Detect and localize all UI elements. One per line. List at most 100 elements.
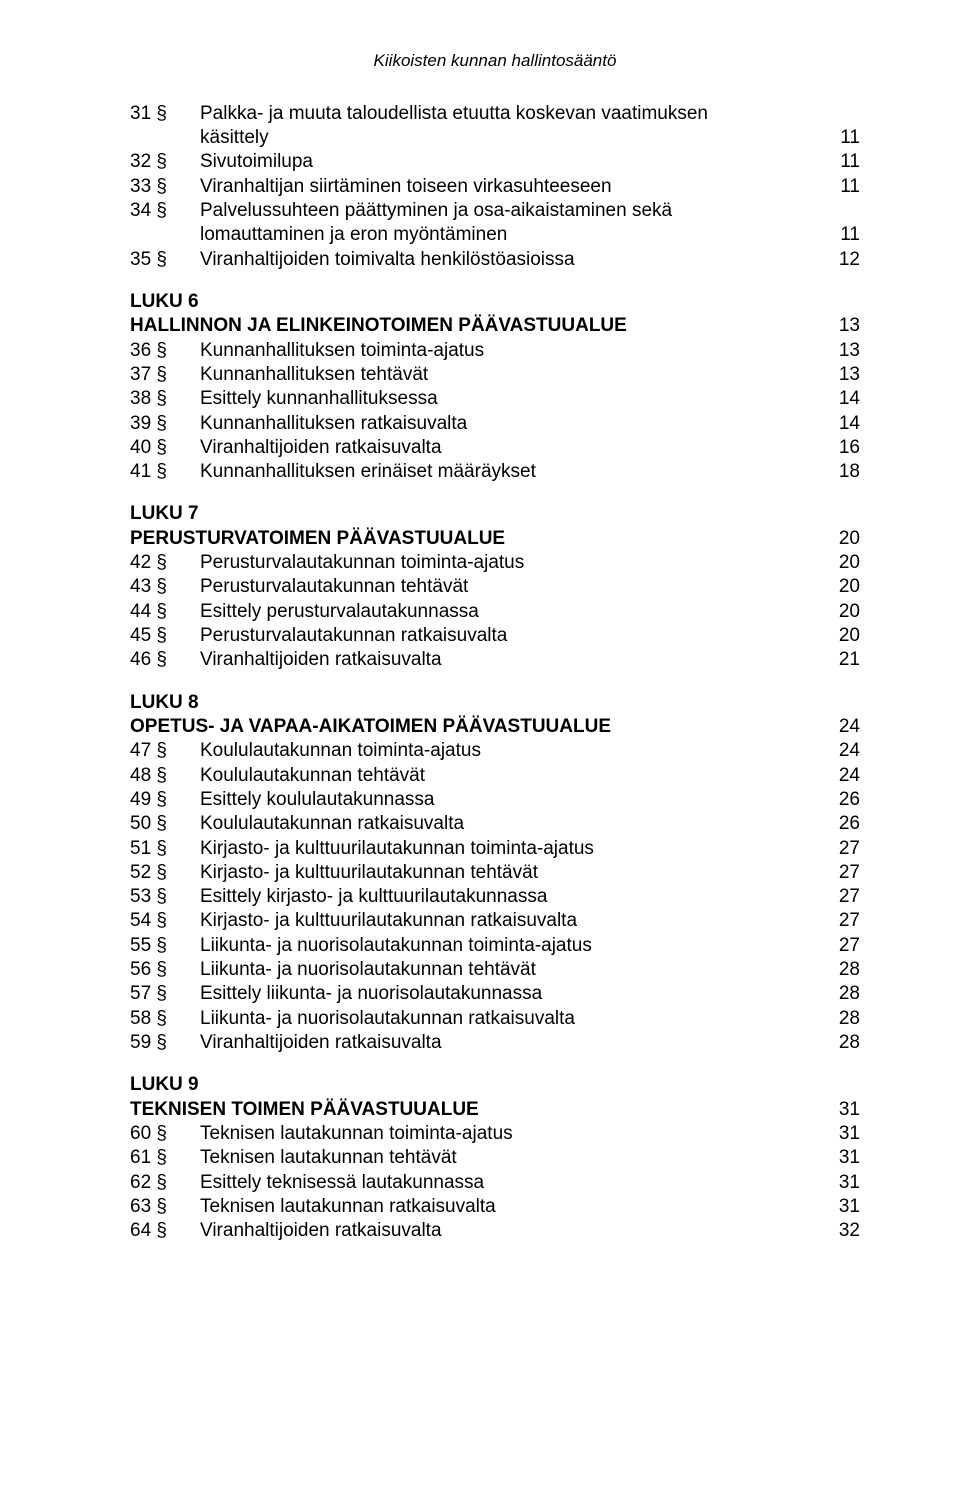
toc-entry-number: 45 § (130, 624, 200, 648)
toc-entry: 42 §Perusturvalautakunnan toiminta-ajatu… (130, 551, 860, 575)
toc-section-title: OPETUS- JA VAPAA-AIKATOIMEN PÄÄVASTUUALU… (130, 715, 820, 739)
toc-entry: 43 §Perusturvalautakunnan tehtävät20 (130, 575, 860, 599)
toc-entry: 39 §Kunnanhallituksen ratkaisuvalta14 (130, 412, 860, 436)
toc-entry-number: 51 § (130, 837, 200, 861)
toc-entry: 51 §Kirjasto- ja kulttuurilautakunnan to… (130, 837, 860, 861)
toc-entry-text: Viranhaltijoiden ratkaisuvalta (200, 648, 820, 672)
toc-section-title-row: PERUSTURVATOIMEN PÄÄVASTUUALUE20 (130, 527, 860, 551)
toc-entry-text: Esittely kirjasto- ja kulttuurilautakunn… (200, 885, 820, 909)
toc-entry-page: 11 (820, 126, 860, 150)
toc-entry-number: 34 § (130, 199, 200, 223)
toc-entry-text: Liikunta- ja nuorisolautakunnan ratkaisu… (200, 1007, 820, 1031)
toc-entry-number: 40 § (130, 436, 200, 460)
toc-entry: 32 §Sivutoimilupa11 (130, 150, 860, 174)
toc-entry-text: Kirjasto- ja kulttuurilautakunnan ratkai… (200, 909, 820, 933)
toc-entry-number: 52 § (130, 861, 200, 885)
toc-entry-number: 33 § (130, 175, 200, 199)
toc-section-title: HALLINNON JA ELINKEINOTOIMEN PÄÄVASTUUAL… (130, 314, 820, 338)
toc-entry-text: Esittely koululautakunnassa (200, 788, 820, 812)
toc-entry: 50 §Koululautakunnan ratkaisuvalta26 (130, 812, 860, 836)
toc-entry: 45 §Perusturvalautakunnan ratkaisuvalta2… (130, 624, 860, 648)
toc-entry: 40 §Viranhaltijoiden ratkaisuvalta16 (130, 436, 860, 460)
toc-entry-number: 43 § (130, 575, 200, 599)
toc-entry-text: Esittely perusturvalautakunnassa (200, 600, 820, 624)
toc-entry-number: 39 § (130, 412, 200, 436)
toc-entry-text: Kunnanhallituksen tehtävät (200, 363, 820, 387)
toc-top-block: 31 §Palkka- ja muuta taloudellista etuut… (130, 102, 860, 272)
toc-entry-page: 26 (820, 788, 860, 812)
toc-entry-text: Kirjasto- ja kulttuurilautakunnan tehtäv… (200, 861, 820, 885)
toc-entry: 49 §Esittely koululautakunnassa26 (130, 788, 860, 812)
toc-entry-text: Perusturvalautakunnan ratkaisuvalta (200, 624, 820, 648)
toc-entry: 60 §Teknisen lautakunnan toiminta-ajatus… (130, 1122, 860, 1146)
toc-entry-page: 20 (820, 575, 860, 599)
toc-entry-number: 60 § (130, 1122, 200, 1146)
toc-entry-number: 55 § (130, 934, 200, 958)
toc-entry-text: Esittely kunnanhallituksessa (200, 387, 820, 411)
toc-entry-page: 18 (820, 460, 860, 484)
toc-entry-page: 16 (820, 436, 860, 460)
toc-entry: 62 §Esittely teknisessä lautakunnassa31 (130, 1171, 860, 1195)
toc-entry: 35 §Viranhaltijoiden toimivalta henkilös… (130, 248, 860, 272)
toc-entry: 38 §Esittely kunnanhallituksessa14 (130, 387, 860, 411)
toc-entry-page: 28 (820, 982, 860, 1006)
toc-entry-page: 28 (820, 1007, 860, 1031)
toc-entry-text: Teknisen lautakunnan ratkaisuvalta (200, 1195, 820, 1219)
toc-entry-number: 36 § (130, 339, 200, 363)
toc-entry-text: lomauttaminen ja eron myöntäminen (200, 223, 820, 247)
toc-entry-text: Liikunta- ja nuorisolautakunnan toiminta… (200, 934, 820, 958)
toc-entry-number: 63 § (130, 1195, 200, 1219)
toc-entry-number: 59 § (130, 1031, 200, 1055)
toc-entry: 31 §Palkka- ja muuta taloudellista etuut… (130, 102, 860, 126)
toc-entry: 48 §Koululautakunnan tehtävät24 (130, 764, 860, 788)
toc-entry-text: Viranhaltijoiden ratkaisuvalta (200, 436, 820, 460)
toc-entry-number: 56 § (130, 958, 200, 982)
toc-entry-number: 53 § (130, 885, 200, 909)
toc-entry-text: Palvelussuhteen päättyminen ja osa-aikai… (200, 199, 820, 223)
toc-entry-page: 32 (820, 1219, 860, 1243)
toc-entry-number: 35 § (130, 248, 200, 272)
toc-entry-number: 47 § (130, 739, 200, 763)
toc-entry: 41 §Kunnanhallituksen erinäiset määräyks… (130, 460, 860, 484)
toc-entry-page: 31 (820, 1171, 860, 1195)
toc-entry-text: Teknisen lautakunnan toiminta-ajatus (200, 1122, 820, 1146)
toc-entry: 52 §Kirjasto- ja kulttuurilautakunnan te… (130, 861, 860, 885)
toc-entry-text: Kunnanhallituksen ratkaisuvalta (200, 412, 820, 436)
toc-entry-page: 27 (820, 837, 860, 861)
toc-entry-number: 54 § (130, 909, 200, 933)
toc-entry-text: Esittely teknisessä lautakunnassa (200, 1171, 820, 1195)
toc-entry-page: 13 (820, 339, 860, 363)
toc-entry: 37 §Kunnanhallituksen tehtävät13 (130, 363, 860, 387)
toc-entry: 36 §Kunnanhallituksen toiminta-ajatus13 (130, 339, 860, 363)
toc-entry-text: Kunnanhallituksen toiminta-ajatus (200, 339, 820, 363)
toc-entry-number: 38 § (130, 387, 200, 411)
toc-entry-text: Viranhaltijoiden toimivalta henkilöstöas… (200, 248, 820, 272)
toc-entry-page: 21 (820, 648, 860, 672)
toc-chapter-label: LUKU 8 (130, 691, 860, 715)
toc-entry-page: 14 (820, 387, 860, 411)
toc-entry-number: 58 § (130, 1007, 200, 1031)
toc-entry-page: 27 (820, 885, 860, 909)
toc-entry: 57 §Esittely liikunta- ja nuorisolautaku… (130, 982, 860, 1006)
toc-entry-number: 62 § (130, 1171, 200, 1195)
toc-entry-number: 61 § (130, 1146, 200, 1170)
toc-entry-number: 42 § (130, 551, 200, 575)
toc-entry-page: 31 (820, 1122, 860, 1146)
toc-entry-page: 11 (820, 175, 860, 199)
toc-entry-text: Viranhaltijoiden ratkaisuvalta (200, 1219, 820, 1243)
toc-section-title-row: TEKNISEN TOIMEN PÄÄVASTUUALUE31 (130, 1098, 860, 1122)
toc-section-page: 20 (820, 527, 860, 551)
toc-entry-page: 11 (820, 150, 860, 174)
toc-entry-number: 32 § (130, 150, 200, 174)
toc-chapter-label: LUKU 7 (130, 502, 860, 526)
toc-entry: 34 §Palvelussuhteen päättyminen ja osa-a… (130, 199, 860, 223)
toc-entry-number: 44 § (130, 600, 200, 624)
toc-entry: 59 §Viranhaltijoiden ratkaisuvalta28 (130, 1031, 860, 1055)
toc-section-title: PERUSTURVATOIMEN PÄÄVASTUUALUE (130, 527, 820, 551)
toc-entry-page: 26 (820, 812, 860, 836)
toc-entry-text: Koululautakunnan tehtävät (200, 764, 820, 788)
toc-entry-number: 41 § (130, 460, 200, 484)
toc-entry: 55 §Liikunta- ja nuorisolautakunnan toim… (130, 934, 860, 958)
toc-entry: 44 §Esittely perusturvalautakunnassa20 (130, 600, 860, 624)
toc-section-title: TEKNISEN TOIMEN PÄÄVASTUUALUE (130, 1098, 820, 1122)
